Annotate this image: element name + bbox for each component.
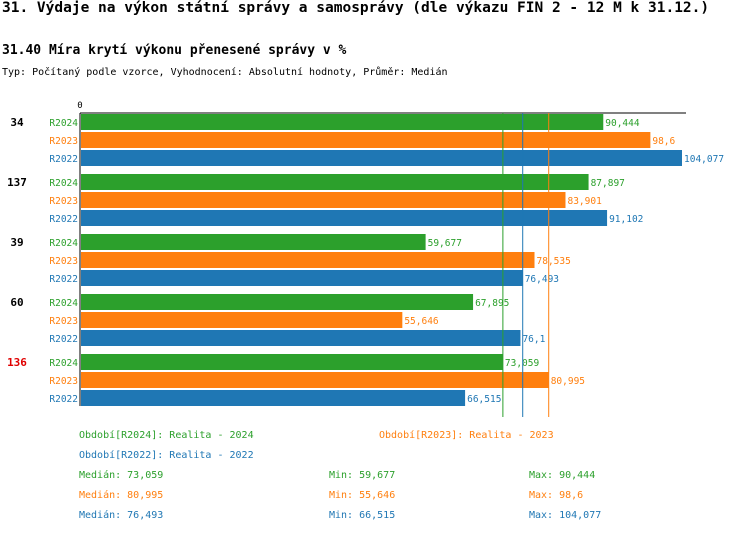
legend-median-r2023: Medián: 80,995	[79, 490, 164, 501]
bar	[81, 150, 682, 166]
legend-min-r2024: Min: 59,677	[329, 470, 396, 481]
series-label: R2023	[49, 316, 78, 327]
bar-value-label: 73,059	[505, 358, 540, 369]
group-label: 60	[10, 296, 23, 309]
legend-max-r2024: Max: 90,444	[529, 470, 596, 481]
bar	[81, 390, 466, 406]
bar-value-label: 76,493	[525, 274, 559, 285]
axis-zero-label: 0	[77, 101, 82, 111]
legend-min-r2023: Min: 55,646	[329, 490, 396, 501]
legend-period-r2024: Období[R2024]: Realita - 2024	[79, 430, 254, 441]
series-label: R2022	[49, 394, 78, 405]
bar-value-label: 80,995	[551, 376, 585, 387]
bar	[81, 294, 474, 310]
series-label: R2023	[49, 376, 78, 387]
group-label: 34	[10, 116, 24, 129]
bar	[81, 270, 523, 286]
legend-max-r2023: Max: 98,6	[529, 490, 584, 501]
bar	[81, 330, 521, 346]
bar	[81, 174, 589, 190]
chart-subtitle: 31.40 Míra krytí výkonu přenesené správy…	[2, 43, 347, 58]
bar	[81, 210, 608, 226]
bar-value-label: 87,897	[591, 178, 625, 189]
bar-value-label: 98,6	[652, 136, 675, 147]
bar-value-label: 67,895	[475, 298, 509, 309]
series-label: R2022	[49, 274, 78, 285]
bar-value-label: 83,901	[567, 196, 602, 207]
bar	[81, 234, 426, 250]
series-label: R2023	[49, 256, 78, 267]
bar-value-label: 91,102	[609, 214, 643, 225]
series-label: R2022	[49, 154, 78, 165]
bar-value-label: 76,1	[522, 334, 545, 345]
bar	[81, 354, 503, 370]
bar	[81, 312, 403, 328]
bar-value-label: 78,535	[537, 256, 571, 267]
bar-value-label: 104,077	[684, 154, 724, 165]
legend-period-r2023: Období[R2023]: Realita - 2023	[379, 430, 554, 441]
legend-median-r2024: Medián: 73,059	[79, 470, 164, 481]
series-label: R2024	[49, 358, 78, 369]
bar-value-label: 90,444	[605, 118, 640, 129]
bar	[81, 192, 566, 208]
series-label: R2024	[49, 238, 78, 249]
legend-min-r2022: Min: 66,515	[329, 510, 396, 521]
series-label: R2024	[49, 178, 78, 189]
legend-max-r2022: Max: 104,077	[529, 510, 602, 521]
group-label: 39	[10, 236, 23, 249]
bar	[81, 252, 535, 268]
page-title: 31. Výdaje na výkon státní správy a samo…	[2, 0, 710, 16]
legend-median-r2022: Medián: 76,493	[79, 510, 164, 521]
bar-value-label: 66,515	[467, 394, 501, 405]
bar	[81, 132, 651, 148]
series-label: R2022	[49, 214, 78, 225]
series-label: R2023	[49, 136, 78, 147]
legend-period-r2022: Období[R2022]: Realita - 2022	[79, 450, 254, 461]
series-label: R2022	[49, 334, 78, 345]
chart-meta-info: Typ: Počítaný podle vzorce, Vyhodnocení:…	[2, 67, 448, 78]
bar	[81, 114, 604, 130]
series-label: R2024	[49, 118, 78, 129]
group-label: 137	[7, 176, 27, 189]
series-label: R2024	[49, 298, 78, 309]
bar	[81, 372, 549, 388]
bar-value-label: 55,646	[404, 316, 439, 327]
bar-value-label: 59,677	[428, 238, 462, 249]
series-label: R2023	[49, 196, 78, 207]
group-label: 136	[7, 356, 27, 369]
